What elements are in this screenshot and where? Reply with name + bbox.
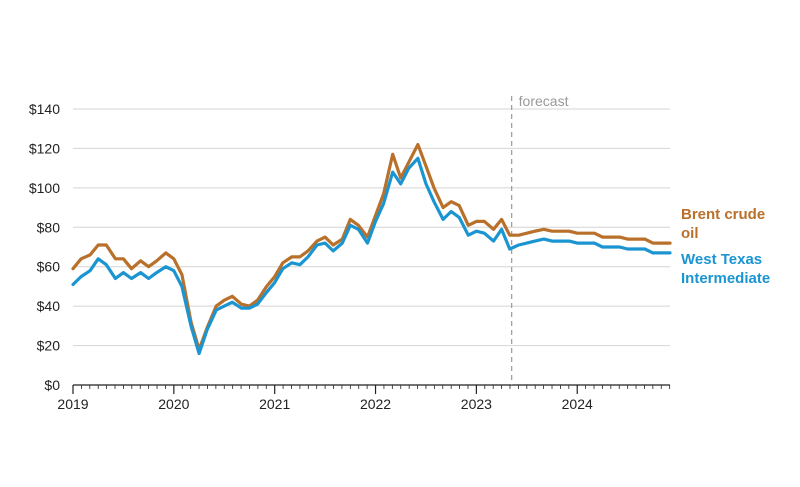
y-tick-label: $80 xyxy=(37,219,61,235)
series-label-wti: Intermediate xyxy=(681,270,770,287)
series-label-brent: Brent crude xyxy=(681,206,765,223)
y-tick-label: $100 xyxy=(29,180,60,196)
y-tick-label: $40 xyxy=(37,298,61,314)
series-label-brent: oil xyxy=(681,225,699,242)
x-tick-label: 2021 xyxy=(259,396,290,412)
x-tick-label: 2022 xyxy=(360,396,391,412)
y-tick-label: $60 xyxy=(37,259,61,275)
forecast-label: forecast xyxy=(519,93,569,109)
y-axis-tick-labels: $0 $20 $40 $60 $80 $100 $120 $140 xyxy=(29,101,60,393)
forecast-marker: forecast xyxy=(511,93,569,385)
gridlines xyxy=(73,108,670,347)
series-label-wti: West Texas xyxy=(681,251,762,268)
x-tick-label: 2020 xyxy=(158,396,189,412)
data-series xyxy=(71,142,672,356)
x-axis: 2019 2020 2021 2022 2023 2024 xyxy=(57,384,671,412)
y-tick-label: $120 xyxy=(29,140,60,156)
y-tick-label: $0 xyxy=(44,377,60,393)
series-labels: Brent crude oil West Texas Intermediate xyxy=(681,206,770,287)
x-tick-label: 2024 xyxy=(562,396,593,412)
y-tick-label: $20 xyxy=(37,338,61,354)
series-line-brent xyxy=(71,142,672,352)
series-line-wti xyxy=(71,156,672,356)
x-tick-label: 2023 xyxy=(461,396,492,412)
y-tick-label: $140 xyxy=(29,101,60,117)
x-tick-label: 2019 xyxy=(57,396,88,412)
